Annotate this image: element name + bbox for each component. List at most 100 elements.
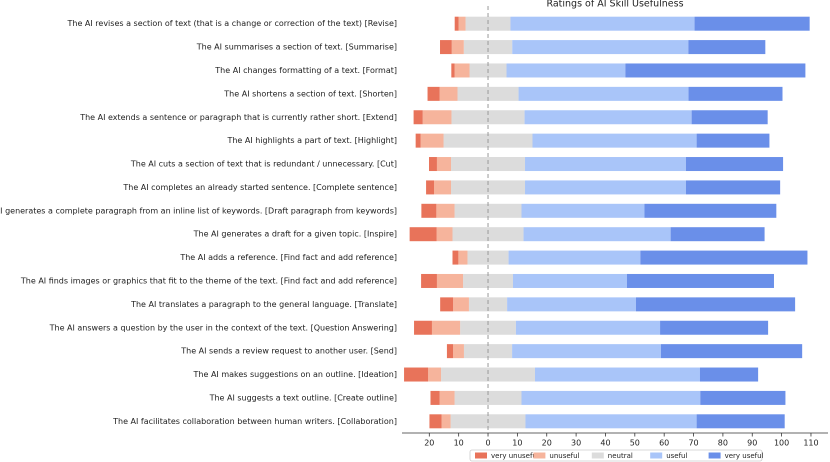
bar-segment (685, 180, 781, 195)
y-tick-label: The AI extends a sentence or paragraph t… (79, 113, 397, 122)
bar-segment (458, 16, 466, 31)
legend-label: neutral (608, 452, 633, 460)
bar-segment (660, 344, 803, 359)
bar-segment (454, 63, 470, 78)
bar-segment (439, 86, 458, 101)
x-tick-label: 0 (485, 439, 490, 448)
x-tick-label: 50 (630, 439, 640, 448)
bar-segment (508, 250, 641, 265)
bar-segment (518, 86, 689, 101)
bar-segment (458, 250, 468, 265)
bar-segment (699, 367, 759, 382)
bar-segment (515, 320, 661, 335)
bar-segment (421, 203, 437, 218)
bar-segment (441, 367, 535, 382)
x-tick-label: 30 (571, 439, 581, 448)
bar-segment (532, 133, 697, 148)
bar-segment (453, 344, 464, 359)
y-tick-label: The AI changes formatting of a text. [Fo… (214, 66, 397, 75)
y-tick-label: The AI generates a complete paragraph fr… (0, 206, 397, 215)
y-tick-label: The AI finds images or graphics that fit… (20, 276, 397, 285)
bar-segment (436, 273, 464, 288)
bar-segment (525, 414, 697, 429)
bar-segment (446, 344, 454, 359)
bar-segment (428, 367, 442, 382)
legend-swatch (591, 452, 604, 459)
legend-swatch (533, 452, 546, 459)
y-tick-label: The AI revises a section of text (that i… (66, 19, 397, 28)
bar-segment (696, 414, 785, 429)
y-tick-label: The AI answers a question by the user in… (49, 323, 397, 332)
y-tick-label: The AI generates a draft for a given top… (193, 230, 397, 239)
x-tick-label: 20 (424, 439, 434, 448)
bar-segment (430, 390, 440, 405)
bar-segment (415, 133, 421, 148)
x-tick-label: 20 (542, 439, 552, 448)
legend-swatch (650, 452, 663, 459)
y-tick-label: The AI shortens a section of text. [Shor… (223, 89, 397, 98)
bar-segment (463, 40, 513, 55)
y-tick-label: The AI summarises a section of text. [Su… (196, 43, 397, 52)
y-tick-label: The AI sends a review request to another… (180, 347, 397, 356)
bar-segment (507, 297, 636, 312)
bar-segment (691, 110, 768, 125)
x-tick-label: 80 (718, 439, 728, 448)
bar-segment (460, 320, 516, 335)
bar-segment (534, 367, 700, 382)
chart-title: Ratings of AI Skill Usefulness (546, 0, 683, 10)
bar-segment (440, 297, 454, 312)
y-tick-label: The AI highlights a part of text. [Highl… (226, 136, 397, 145)
bar-segment (525, 157, 686, 172)
y-tick-label: The AI makes suggestions on an outline. … (193, 370, 397, 379)
x-tick-label: 110 (803, 439, 818, 448)
bar-segment (506, 63, 626, 78)
bar-segment (467, 250, 509, 265)
bar-segment (525, 180, 686, 195)
x-tick-label: 100 (774, 439, 789, 448)
bar-segment (451, 180, 526, 195)
bar-segment (451, 40, 464, 55)
bar-segment (451, 110, 525, 125)
bar-segment (510, 16, 695, 31)
bar-segment (409, 227, 437, 242)
bar-segment (431, 320, 461, 335)
bar-segment (440, 40, 452, 55)
bar-segment (685, 157, 784, 172)
bar-segment (688, 40, 766, 55)
bar-segment (468, 297, 508, 312)
bar-segment (436, 157, 452, 172)
bar-segment (635, 297, 796, 312)
legend-swatch (475, 452, 487, 459)
y-tick-label: The AI completes an already started sent… (122, 183, 397, 192)
x-tick-label: 70 (688, 439, 698, 448)
bar-segment (427, 86, 440, 101)
bar-segment (454, 16, 459, 31)
y-tick-label: The AI facilitates collaboration between… (112, 417, 397, 426)
bar-segment (453, 297, 469, 312)
bar-segment (640, 250, 808, 265)
legend-label: very unuseful (491, 452, 539, 460)
bar-segment (696, 133, 770, 148)
bar-segment (414, 320, 432, 335)
bar-segment (422, 110, 452, 125)
bar-segment (700, 390, 786, 405)
bar-segment (429, 414, 442, 429)
y-tick-label: The AI cuts a section of text that is re… (130, 160, 397, 169)
bar-segment (694, 16, 810, 31)
bar-segment (404, 367, 429, 382)
bar-segment (625, 63, 806, 78)
bar-segment (688, 86, 783, 101)
x-tick-label: 40 (600, 439, 610, 448)
x-tick-label: 60 (659, 439, 669, 448)
bar-segment (512, 40, 689, 55)
legend-label: useful (666, 452, 687, 460)
bar-segment (521, 203, 645, 218)
bar-segment (429, 157, 437, 172)
legend-swatch (708, 452, 721, 459)
bar-segment (426, 180, 435, 195)
bar-segment (439, 390, 455, 405)
bar-segment (660, 320, 769, 335)
bar-segment (524, 110, 692, 125)
bar-segment (512, 273, 627, 288)
x-tick-label: 10 (512, 439, 522, 448)
